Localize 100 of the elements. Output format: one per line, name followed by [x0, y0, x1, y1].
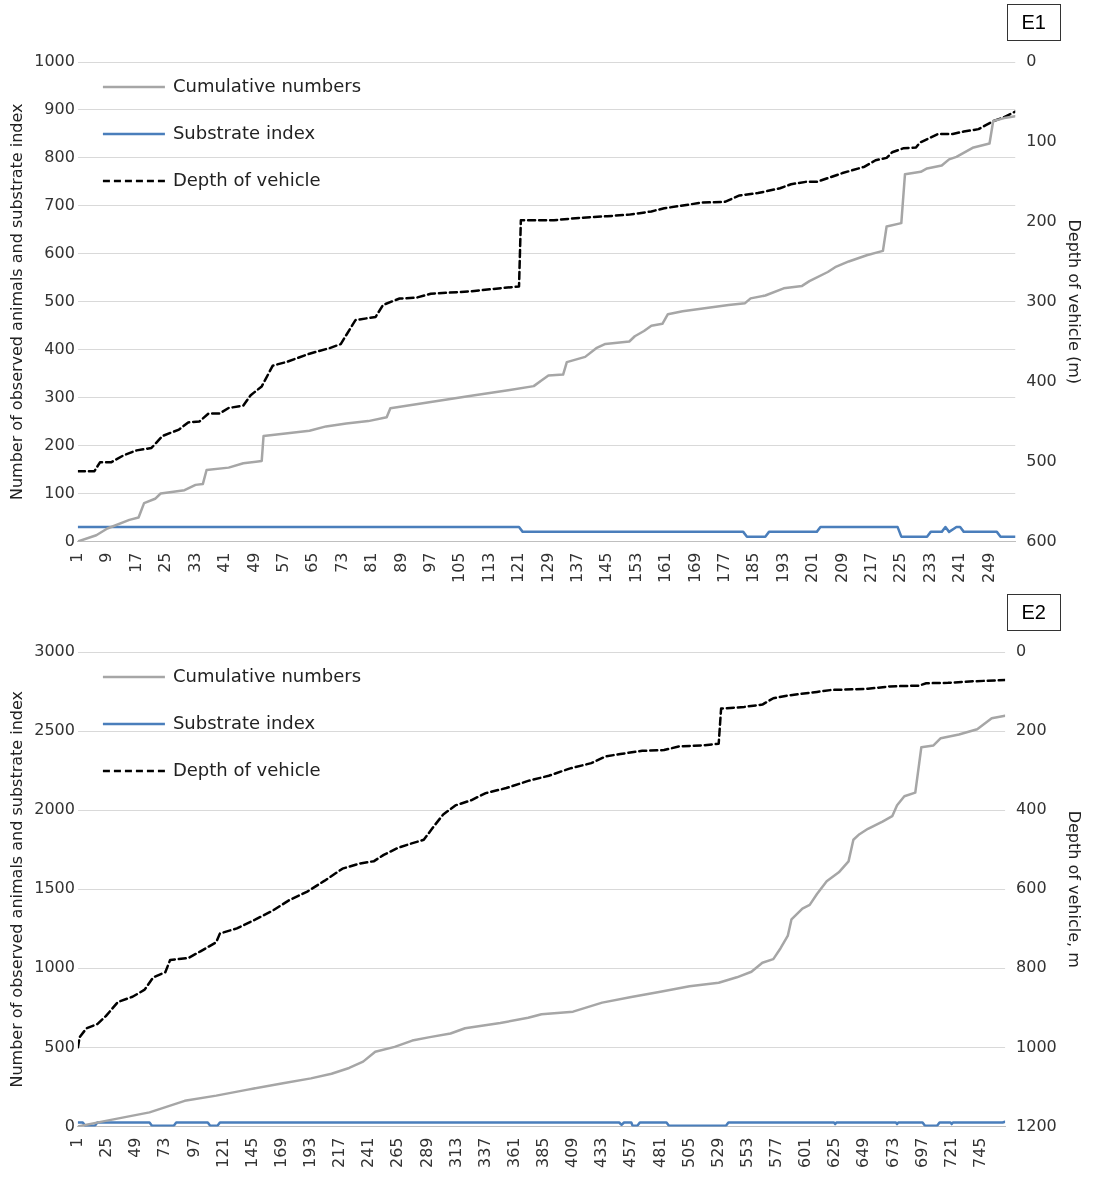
x-tick-label: 1	[67, 552, 87, 563]
legend-label: Substrate index	[172, 121, 316, 143]
x-tick-label: 177	[714, 552, 734, 584]
y-tick-label: 300	[44, 386, 75, 406]
x-tick-label: 121	[212, 1137, 232, 1169]
y2-tick-label: 300	[1026, 290, 1057, 310]
x-tick-label: 161	[655, 552, 675, 584]
x-tick-label: 409	[562, 1137, 582, 1169]
y-axis-title: Number of observed animals and substrate index	[6, 103, 26, 501]
y2-tick-label: 500	[1026, 450, 1057, 470]
y-tick-label: 800	[44, 147, 75, 167]
y-axis-title: Number of observed animals and substrate index	[6, 690, 26, 1088]
x-tick-label: 145	[596, 552, 616, 584]
x-tick-label: 81	[361, 552, 381, 573]
x-tick-label: 105	[449, 552, 469, 584]
y2-axis-title: Depth of vehicle, m	[1065, 810, 1085, 968]
x-tick-label: 553	[736, 1137, 756, 1169]
x-tick-label: 169	[684, 552, 704, 584]
y-tick-label: 0	[64, 530, 75, 550]
x-tick-label: 25	[96, 1137, 116, 1158]
x-tick-label: 289	[416, 1137, 436, 1169]
y2-axis-title: Depth of vehicle (m)	[1065, 219, 1085, 384]
x-tick-label: 33	[184, 552, 204, 573]
x-tick-label: 57	[272, 552, 292, 573]
x-tick-label: 457	[620, 1137, 640, 1169]
x-tick-label: 113	[478, 552, 498, 584]
x-tick-label: 129	[537, 552, 557, 584]
x-tick-label: 9	[96, 552, 116, 563]
x-tick-label: 433	[591, 1137, 611, 1169]
x-tick-label: 673	[882, 1137, 902, 1169]
x-tick-label: 649	[853, 1137, 873, 1169]
x-tick-label: 529	[707, 1137, 727, 1169]
y-tick-label: 700	[44, 194, 75, 214]
x-tick-label: 481	[649, 1137, 669, 1169]
x-tick-label: 25	[155, 552, 175, 573]
x-tick-label: 505	[678, 1137, 698, 1169]
x-tick-label: 97	[419, 552, 439, 573]
x-tick-label: 1	[67, 1137, 87, 1148]
x-tick-label: 209	[831, 552, 851, 584]
x-tick-label: 153	[625, 552, 645, 584]
chart-title: E1	[1006, 4, 1061, 41]
y-tick-label: 100	[44, 482, 75, 502]
x-tick-label: 577	[766, 1137, 786, 1169]
x-tick-label: 193	[772, 552, 792, 584]
x-tick-label: 185	[743, 552, 763, 584]
y2-tick-label: 0	[1016, 641, 1027, 661]
x-tick-label: 337	[474, 1137, 494, 1169]
x-tick-label: 241	[949, 552, 969, 584]
y-tick-label: 3000	[34, 641, 75, 661]
x-tick-label: 697	[911, 1137, 931, 1169]
x-tick-label: 17	[125, 552, 145, 573]
y-tick-label: 1500	[34, 878, 75, 898]
x-tick-label: 385	[533, 1137, 553, 1169]
x-tick-label: 89	[390, 552, 410, 573]
x-tick-label: 137	[566, 552, 586, 584]
x-tick-label: 745	[969, 1137, 989, 1169]
y-tick-label: 500	[44, 1036, 75, 1056]
x-tick-label: 97	[183, 1137, 203, 1158]
y-tick-label: 600	[44, 242, 75, 262]
chart-title: E2	[1006, 594, 1061, 631]
y2-tick-label: 600	[1026, 530, 1057, 550]
x-tick-label: 601	[795, 1137, 815, 1169]
x-tick-label: 313	[445, 1137, 465, 1169]
y-tick-label: 1000	[34, 51, 75, 71]
x-tick-label: 361	[503, 1137, 523, 1169]
y2-tick-label: 400	[1016, 799, 1047, 819]
x-tick-label: 41	[214, 552, 234, 573]
y2-tick-label: 1000	[1016, 1036, 1057, 1056]
y-tick-label: 1000	[34, 957, 75, 977]
y2-tick-label: 600	[1016, 878, 1047, 898]
x-tick-label: 73	[154, 1137, 174, 1158]
y2-tick-label: 100	[1026, 131, 1057, 151]
y2-tick-label: 200	[1016, 720, 1047, 740]
x-tick-label: 145	[241, 1137, 261, 1169]
y2-tick-label: 400	[1026, 370, 1057, 390]
y-tick-label: 2500	[34, 720, 75, 740]
x-tick-label: 73	[331, 552, 351, 573]
x-tick-label: 193	[300, 1137, 320, 1169]
x-tick-label: 49	[243, 552, 263, 573]
x-tick-label: 233	[919, 552, 939, 584]
legend-label: Cumulative numbers	[172, 74, 362, 96]
y-tick-label: 500	[44, 290, 75, 310]
x-tick-label: 241	[358, 1137, 378, 1169]
y-tick-label: 900	[44, 99, 75, 119]
x-tick-label: 217	[329, 1137, 349, 1169]
legend-label: Depth of vehicle	[172, 168, 321, 190]
y-tick-label: 0	[64, 1115, 75, 1135]
x-tick-label: 217	[861, 552, 881, 584]
x-tick-label: 121	[508, 552, 528, 584]
x-tick-label: 49	[125, 1137, 145, 1158]
x-tick-label: 169	[270, 1137, 290, 1169]
line-series	[77, 110, 1016, 473]
y2-tick-label: 1200	[1016, 1115, 1057, 1135]
x-tick-label: 249	[978, 552, 998, 584]
y-tick-label: 200	[44, 434, 75, 454]
x-tick-label: 225	[890, 552, 910, 584]
x-tick-label: 721	[940, 1137, 960, 1169]
legend-label: Depth of vehicle	[172, 758, 321, 780]
legend-label: Cumulative numbers	[172, 664, 362, 686]
y2-tick-label: 0	[1026, 51, 1037, 71]
